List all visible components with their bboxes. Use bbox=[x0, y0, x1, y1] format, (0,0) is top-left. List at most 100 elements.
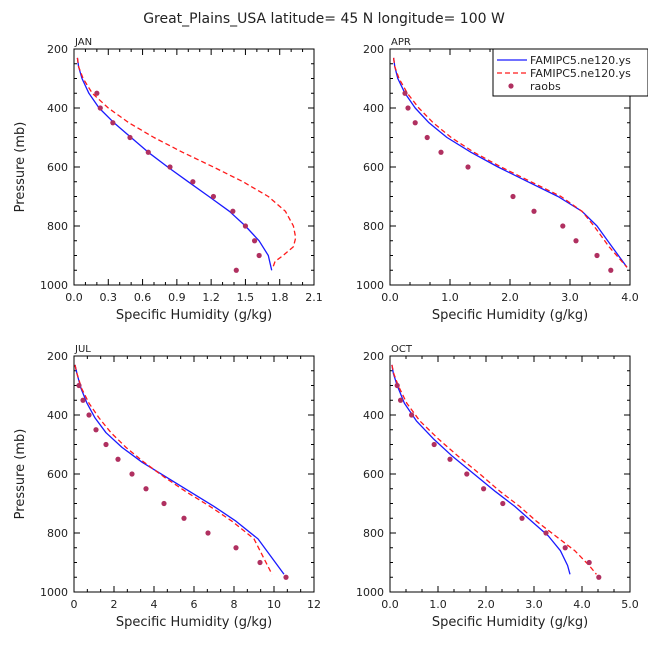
raobs-point bbox=[129, 471, 135, 477]
x-tick-label: 1.2 bbox=[202, 291, 220, 304]
x-axis-label: Specific Humidity (g/kg) bbox=[432, 615, 588, 630]
y-tick-label: 800 bbox=[47, 220, 68, 233]
raobs-point bbox=[76, 382, 82, 389]
raobs-point bbox=[103, 441, 109, 448]
x-tick-label: 1.5 bbox=[237, 291, 255, 304]
x-tick-label: 0.9 bbox=[168, 291, 186, 304]
raobs-point bbox=[402, 90, 408, 96]
panel-apr: APR 0.0 1.0 2.0 3.0 4.0 200 400 600 800 1000 Specif… bbox=[356, 37, 639, 323]
x-tick-label: 4 bbox=[151, 598, 158, 611]
x-tick-label: 0 bbox=[71, 598, 78, 611]
raobs-point bbox=[143, 486, 149, 492]
y-tick-label: 200 bbox=[363, 350, 384, 363]
raobs-point bbox=[465, 164, 471, 170]
x-axis-label: Specific Humidity (g/kg) bbox=[116, 615, 272, 630]
raobs-point bbox=[97, 105, 103, 111]
raobs-point bbox=[562, 545, 568, 551]
y-tick-label: 200 bbox=[47, 43, 68, 56]
raobs-point bbox=[115, 456, 121, 462]
y-tick-label: 400 bbox=[363, 409, 384, 422]
model-line-dashed bbox=[392, 57, 628, 268]
x-tick-label: 0.0 bbox=[381, 598, 399, 611]
panel-oct: OCT 0.0 1.0 2.0 3.0 4.0 5.0 200 400 600 800 1000 Spe… bbox=[356, 344, 639, 630]
y-tick-label: 400 bbox=[47, 409, 68, 422]
x-tick-label: 2.1 bbox=[305, 291, 323, 304]
legend-marker bbox=[508, 83, 514, 89]
panel-label: JUL bbox=[74, 344, 91, 355]
raobs-point bbox=[394, 382, 400, 389]
x-tick-label: 0.3 bbox=[100, 291, 118, 304]
panel-label: JAN bbox=[74, 37, 92, 48]
raobs-point bbox=[431, 441, 437, 448]
raobs-point bbox=[412, 120, 418, 126]
raobs-point bbox=[127, 134, 133, 141]
raobs-point bbox=[510, 193, 516, 200]
y-axis-label: Pressure (mb) bbox=[13, 122, 28, 213]
raobs-point bbox=[190, 179, 196, 185]
raobs-point bbox=[596, 574, 602, 580]
legend-entry-label: raobs bbox=[530, 80, 561, 93]
x-tick-label: 0.6 bbox=[134, 291, 152, 304]
panel-label: OCT bbox=[391, 344, 413, 355]
y-axis-label: Pressure (mb) bbox=[13, 429, 28, 520]
x-tick-label: 10 bbox=[267, 598, 281, 611]
x-tick-label: 1.0 bbox=[429, 598, 447, 611]
raobs-point bbox=[573, 238, 579, 244]
y-tick-label: 600 bbox=[363, 468, 384, 481]
x-tick-label: 4.0 bbox=[621, 291, 639, 304]
model-line-dashed bbox=[76, 57, 297, 268]
raobs-point bbox=[447, 456, 453, 462]
model-line-solid bbox=[74, 364, 285, 575]
raobs-point bbox=[94, 90, 100, 96]
legend-box bbox=[492, 48, 648, 97]
x-tick-label: 5.0 bbox=[621, 598, 639, 611]
raobs-point bbox=[205, 530, 211, 536]
panel-jan: JAN 0.0 0.3 0.6 0.9 1.2 1.5 1.8 2.1 200 400 600 800 1… bbox=[13, 37, 323, 323]
raobs-point bbox=[256, 252, 262, 259]
raobs-point bbox=[397, 397, 404, 403]
raobs-point bbox=[586, 559, 592, 566]
y-tick-label: 600 bbox=[47, 468, 68, 481]
x-tick-label: 4.0 bbox=[573, 598, 591, 611]
raobs-point bbox=[242, 223, 249, 229]
legend-entry-label: FAMIPC5.ne120.ys bbox=[530, 54, 631, 67]
x-tick-label: 3.0 bbox=[525, 598, 543, 611]
raobs-point bbox=[145, 149, 151, 155]
y-tick-label: 600 bbox=[47, 161, 68, 174]
x-tick-label: 3.0 bbox=[561, 291, 579, 304]
x-axis-label: Specific Humidity (g/kg) bbox=[432, 308, 588, 323]
y-tick-label: 600 bbox=[363, 161, 384, 174]
raobs-point bbox=[251, 238, 258, 244]
y-tick-label: 400 bbox=[47, 102, 68, 115]
raobs-point bbox=[86, 412, 92, 418]
raobs-point bbox=[93, 427, 99, 433]
raobs-point bbox=[481, 486, 487, 492]
raobs-point bbox=[543, 530, 549, 536]
x-tick-label: 2.0 bbox=[477, 598, 495, 611]
raobs-point bbox=[409, 412, 415, 418]
y-tick-label: 1000 bbox=[356, 586, 384, 599]
panel-jul: JUL 0 2 4 6 8 10 12 200 400 600 800 1000 Specific Hum… bbox=[13, 344, 321, 630]
figure-title: Great_Plains_USA latitude= 45 N longitud… bbox=[143, 11, 505, 27]
y-tick-label: 200 bbox=[363, 43, 384, 56]
raobs-point bbox=[230, 208, 236, 214]
y-tick-label: 1000 bbox=[40, 586, 68, 599]
raobs-point bbox=[283, 574, 289, 580]
raobs-point bbox=[519, 515, 525, 521]
model-line-solid bbox=[391, 364, 571, 575]
y-tick-label: 1000 bbox=[40, 279, 68, 292]
chart-panels: JAN 0.0 0.3 0.6 0.9 1.2 1.5 1.8 2.1 200 400 600 800 1… bbox=[13, 37, 639, 630]
model-line-solid bbox=[76, 57, 273, 271]
raobs-point bbox=[500, 500, 506, 507]
raobs-point bbox=[233, 267, 239, 273]
raobs-point bbox=[424, 134, 430, 141]
model-line-solid bbox=[392, 57, 628, 268]
x-tick-label: 8 bbox=[231, 598, 238, 611]
raobs-point bbox=[181, 515, 187, 521]
raobs-point bbox=[594, 252, 600, 259]
x-tick-label: 0.0 bbox=[381, 291, 399, 304]
y-tick-label: 800 bbox=[47, 527, 68, 540]
raobs-point bbox=[210, 193, 217, 200]
